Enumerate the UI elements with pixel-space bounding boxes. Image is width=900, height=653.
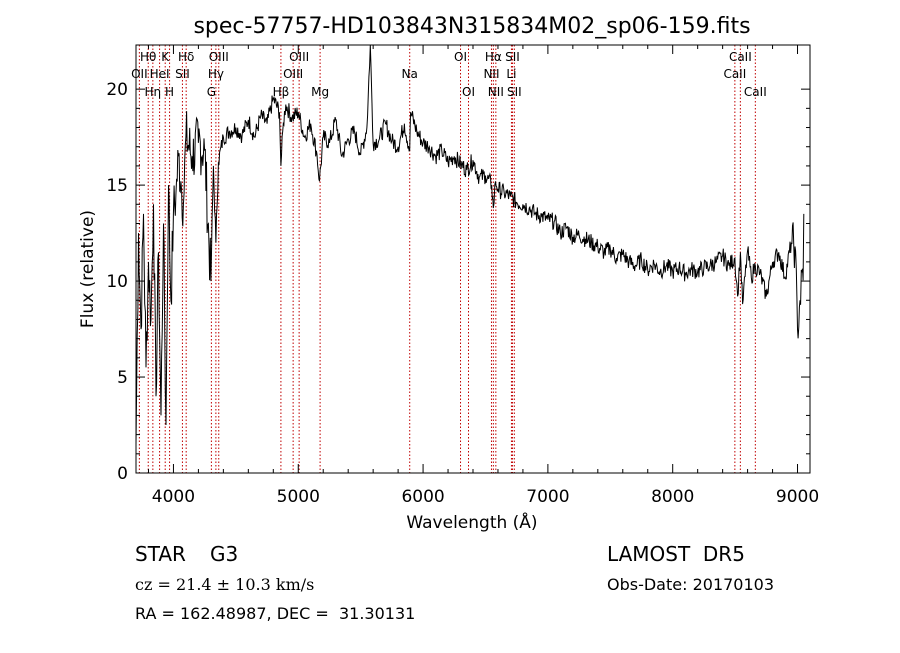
spectral-line-label: G <box>207 85 216 99</box>
spectral-line-label: SII <box>505 50 520 64</box>
spectral-line-label: H <box>165 85 174 99</box>
spectrum-line <box>135 44 805 445</box>
y-tick-label: 20 <box>106 80 128 100</box>
x-tick-label: 4000 <box>152 487 195 507</box>
spectral-line-label: Hγ <box>208 67 224 81</box>
spectral-line-label: SII <box>507 85 522 99</box>
spectral-line-label: Hθ <box>140 50 156 64</box>
spectral-line-label: OI <box>454 50 467 64</box>
spectral-line-label: HeI <box>150 67 170 81</box>
chart-title: spec-57757-HD103843N315834M02_sp06-159.f… <box>193 14 750 39</box>
spectral-line-label: Hη <box>145 85 162 99</box>
x-tick-label: 9000 <box>776 487 819 507</box>
spectral-line-labels: Hθ OII Hη HeI K H Hδ SII OIII Hγ G Hβ OIII OIII Mg Na OI… <box>131 50 767 99</box>
spectrum-series <box>135 44 805 445</box>
coordinates-readout: RA = 162.48987, DEC = 31.30131 <box>135 604 415 623</box>
spectral-line-label: CaII <box>729 50 752 64</box>
spectral-line-label: SII <box>175 67 190 81</box>
spectral-line-label: OII <box>131 67 148 81</box>
spectral-line-markers <box>138 45 756 473</box>
y-tick-label: 0 <box>117 464 128 484</box>
spectral-line-label: Hδ <box>178 50 194 64</box>
spectral-line-label: OI <box>462 85 475 99</box>
spectral-line-label: Hβ <box>273 85 290 99</box>
spectral-line-label: Li <box>506 67 516 81</box>
observation-date: Obs-Date: 20170103 <box>607 575 774 594</box>
y-tick-label: 15 <box>106 176 128 196</box>
spectral-line-label: Hα <box>485 50 502 64</box>
object-subclass: G3 <box>210 542 238 566</box>
y-axis-label: Flux (relative) <box>78 210 98 328</box>
spectral-line-label: Na <box>402 67 418 81</box>
plot-frame <box>135 44 811 474</box>
velocity-readout: cz = 21.4 ± 10.3 km/s <box>135 575 314 594</box>
x-tick-label: 6000 <box>401 487 444 507</box>
y-tick-label: 10 <box>106 272 128 292</box>
axis-ticks: 4000 5000 6000 7000 8000 9000 0 5 10 15 20 <box>106 45 819 507</box>
plot-axes <box>135 44 811 474</box>
object-class: STAR <box>135 542 186 566</box>
spectral-line-label: CaII <box>744 85 767 99</box>
x-tick-label: 8000 <box>651 487 694 507</box>
spectral-line-label: K <box>161 50 170 64</box>
spectral-line-label: NII <box>483 67 499 81</box>
spectral-line-label: Mg <box>311 85 329 99</box>
spectral-line-label: OIII <box>209 50 229 64</box>
x-tick-label: 5000 <box>277 487 320 507</box>
survey-release: LAMOST DR5 <box>607 542 745 566</box>
spectral-line-label: OIII <box>289 50 309 64</box>
y-tick-label: 5 <box>117 368 128 388</box>
x-axis-label: Wavelength (Å) <box>406 511 537 533</box>
x-tick-label: 7000 <box>526 487 569 507</box>
spectral-line-label: CaII <box>723 67 746 81</box>
spectral-line-label: NII <box>488 85 504 99</box>
spectral-line-label: OIII <box>283 67 303 81</box>
